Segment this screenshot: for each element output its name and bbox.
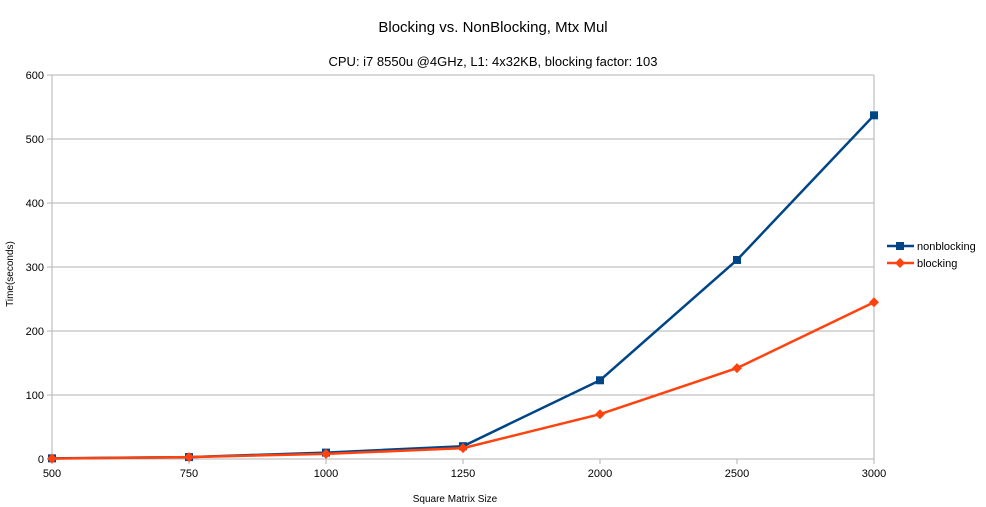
series-line-blocking — [51, 301, 875, 460]
y-tick-label: 200 — [26, 326, 44, 338]
gridlines — [52, 74, 874, 396]
x-axis-title: Square Matrix Size — [413, 494, 498, 505]
legend-label: blocking — [917, 258, 957, 270]
series-line-nonblocking — [51, 114, 875, 460]
axes — [47, 74, 875, 464]
x-tick-label: 2500 — [725, 468, 749, 480]
chart-title: Blocking vs. NonBlocking, Mtx Mul — [378, 19, 607, 36]
data-point-nonblocking — [870, 111, 878, 120]
x-tick-label: 3000 — [862, 468, 886, 480]
data-point-blocking — [732, 363, 742, 374]
x-tick-label: 1000 — [314, 468, 338, 480]
series-nonblocking — [48, 111, 878, 463]
data-point-blocking — [184, 452, 194, 463]
y-axis-title: Time(seconds) — [5, 241, 16, 307]
legend-label: nonblocking — [917, 241, 976, 253]
data-point-blocking — [321, 448, 331, 459]
y-tick-label: 0 — [38, 454, 44, 466]
y-tick-label: 300 — [26, 262, 44, 274]
legend: nonblocking blocking — [887, 241, 976, 270]
data-point-blocking — [47, 453, 57, 464]
legend-item-blocking: blocking — [887, 258, 957, 270]
data-point-nonblocking — [733, 255, 741, 264]
legend-marker — [895, 258, 905, 268]
x-tick-label: 750 — [180, 468, 198, 480]
x-tick-labels: 500 750 1000 1250 2000 2500 3000 — [43, 468, 886, 480]
y-tick-label: 400 — [26, 198, 44, 210]
y-tick-label: 500 — [26, 134, 44, 146]
data-point-blocking — [595, 409, 605, 420]
data-point-blocking — [869, 297, 879, 308]
legend-marker — [896, 242, 904, 250]
y-tick-label: 100 — [26, 390, 44, 402]
y-tick-label: 600 — [26, 70, 44, 82]
series-blocking — [47, 297, 879, 464]
x-tick-label: 1250 — [451, 468, 475, 480]
x-tick-label: 2000 — [588, 468, 612, 480]
data-point-blocking — [458, 443, 468, 454]
series-group — [47, 111, 879, 464]
chart-subtitle: CPU: i7 8550u @4GHz, L1: 4x32KB, blockin… — [329, 54, 658, 69]
x-tick-label: 500 — [43, 468, 61, 480]
data-point-nonblocking — [596, 376, 604, 385]
y-tick-labels: 0 100 200 300 400 500 600 — [26, 70, 44, 466]
legend-item-nonblocking: nonblocking — [887, 241, 976, 253]
